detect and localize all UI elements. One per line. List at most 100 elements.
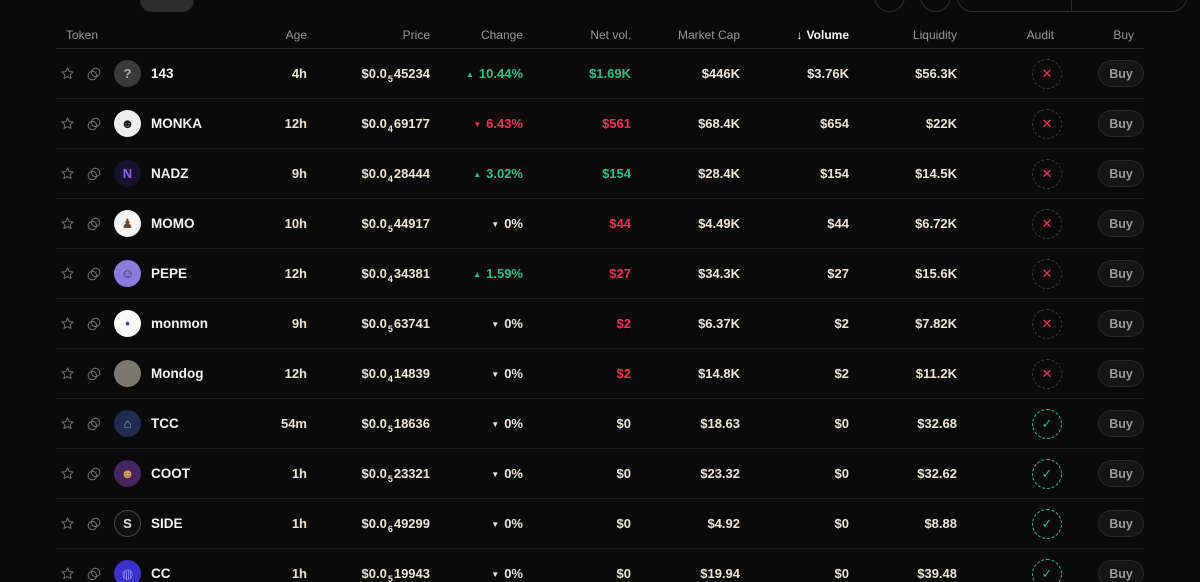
market-cap-cell: $18.63: [700, 416, 740, 431]
liquidity-cell: $32.62: [917, 466, 957, 481]
buy-button[interactable]: Buy: [1098, 310, 1144, 337]
copy-address-icon[interactable]: [82, 566, 108, 582]
price-cell: $0.0563741: [361, 316, 430, 334]
column-header-liquidity[interactable]: Liquidity: [912, 28, 957, 42]
audit-status-icon: ✓: [1032, 408, 1062, 439]
audit-cell: ✓: [957, 508, 1078, 539]
audit-status-icon: ✕: [1032, 358, 1062, 389]
column-header-price[interactable]: Price: [402, 28, 430, 42]
copy-address-icon[interactable]: [82, 266, 108, 282]
favorite-star-icon[interactable]: [56, 166, 82, 181]
token-cell[interactable]: S SIDE: [108, 510, 250, 537]
change-cell: ▲ 1.59%: [473, 266, 523, 281]
copy-address-icon[interactable]: [82, 66, 108, 82]
copy-address-icon[interactable]: [82, 466, 108, 482]
buy-cell: Buy: [1078, 360, 1144, 387]
net-volume-cell: $0: [616, 516, 631, 531]
favorite-star-icon[interactable]: [56, 266, 82, 281]
audit-status-icon: ✓: [1032, 458, 1062, 489]
column-header-change[interactable]: Change: [480, 28, 523, 42]
price-cell: $0.0414839: [361, 366, 430, 384]
favorite-star-icon[interactable]: [56, 316, 82, 331]
liquidity-cell: $14.5K: [915, 166, 957, 181]
favorite-star-icon[interactable]: [56, 466, 82, 481]
market-cap-cell: $34.3K: [698, 266, 740, 281]
buy-cell: Buy: [1078, 160, 1144, 187]
copy-address-icon[interactable]: [82, 516, 108, 532]
net-volume-cell: $2: [616, 366, 631, 381]
column-header-buy: Buy: [1113, 28, 1134, 42]
buy-button[interactable]: Buy: [1098, 260, 1144, 287]
change-direction-icon: ▲: [473, 270, 482, 279]
audit-status-icon: ✕: [1032, 158, 1062, 189]
column-header-net-vol[interactable]: Net vol.: [590, 28, 631, 42]
favorite-star-icon[interactable]: [56, 416, 82, 431]
token-avatar: N: [114, 160, 141, 187]
buy-button[interactable]: Buy: [1098, 510, 1144, 537]
market-cap-cell: $68.4K: [698, 116, 740, 131]
buy-button[interactable]: Buy: [1098, 110, 1144, 137]
column-header-volume[interactable]: ↓ Volume: [796, 28, 849, 42]
top-icon-button-1[interactable]: [874, 0, 905, 12]
net-volume-cell: $561: [602, 116, 631, 131]
buy-button[interactable]: Buy: [1098, 210, 1144, 237]
copy-address-icon[interactable]: [82, 366, 108, 382]
copy-address-icon[interactable]: [82, 166, 108, 182]
token-cell[interactable]: N NADZ: [108, 160, 250, 187]
favorite-star-icon[interactable]: [56, 66, 82, 81]
audit-cell: ✓: [957, 408, 1078, 439]
copy-address-icon[interactable]: [82, 216, 108, 232]
change-direction-icon: ▼: [491, 470, 500, 479]
age-cell: 54m: [280, 416, 307, 431]
table-header: Token Age Price Change Net vol. Market C…: [56, 22, 1144, 49]
token-avatar: [114, 360, 141, 387]
buy-button[interactable]: Buy: [1098, 360, 1144, 387]
token-cell[interactable]: ◍ CC: [108, 560, 250, 582]
column-header-audit[interactable]: Audit: [1026, 28, 1054, 42]
buy-button[interactable]: Buy: [1098, 460, 1144, 487]
token-name: CC: [151, 566, 171, 581]
token-avatar: ♟: [114, 210, 141, 237]
age-cell: 9h: [291, 166, 307, 181]
favorite-star-icon[interactable]: [56, 116, 82, 131]
buy-button[interactable]: Buy: [1098, 160, 1144, 187]
change-direction-icon: ▼: [473, 120, 482, 129]
favorite-star-icon[interactable]: [56, 566, 82, 581]
liquidity-cell: $39.48: [917, 566, 957, 581]
token-cell[interactable]: ☺ PEPE: [108, 260, 250, 287]
favorite-star-icon[interactable]: [56, 516, 82, 531]
age-cell: 12h: [284, 266, 307, 281]
copy-address-icon[interactable]: [82, 316, 108, 332]
token-cell[interactable]: Mondog: [108, 360, 250, 387]
favorite-star-icon[interactable]: [56, 216, 82, 231]
change-direction-icon: ▼: [491, 220, 500, 229]
token-cell[interactable]: ♟ MOMO: [108, 210, 250, 237]
copy-address-icon[interactable]: [82, 416, 108, 432]
favorite-star-icon[interactable]: [56, 366, 82, 381]
token-name: TCC: [151, 416, 179, 431]
copy-address-icon[interactable]: [82, 116, 108, 132]
age-cell: 1h: [291, 466, 307, 481]
top-segmented-control[interactable]: [957, 0, 1187, 12]
column-header-market-cap[interactable]: Market Cap: [677, 28, 740, 42]
column-header-token[interactable]: Token: [66, 28, 99, 42]
token-cell[interactable]: • monmon: [108, 310, 250, 337]
buy-button[interactable]: Buy: [1098, 410, 1144, 437]
column-header-age[interactable]: Age: [285, 28, 307, 42]
price-cell: $0.0434381: [361, 266, 430, 284]
audit-status-icon: ✓: [1032, 508, 1062, 539]
top-icon-button-2[interactable]: [920, 0, 951, 12]
buy-button[interactable]: Buy: [1098, 60, 1144, 87]
buy-button[interactable]: Buy: [1098, 560, 1144, 582]
change-direction-icon: ▼: [491, 520, 500, 529]
token-cell[interactable]: ☻ MONKA: [108, 110, 250, 137]
token-cell[interactable]: ? 143: [108, 60, 250, 87]
change-cell: ▼ 0%: [491, 466, 523, 481]
token-cell[interactable]: ☻ COOT: [108, 460, 250, 487]
top-tab-partial[interactable]: [140, 0, 194, 12]
market-cap-cell: $19.94: [700, 566, 740, 581]
buy-cell: Buy: [1078, 310, 1144, 337]
token-cell[interactable]: ⌂ TCC: [108, 410, 250, 437]
volume-cell: $0: [834, 566, 849, 581]
change-direction-icon: ▼: [491, 570, 500, 579]
